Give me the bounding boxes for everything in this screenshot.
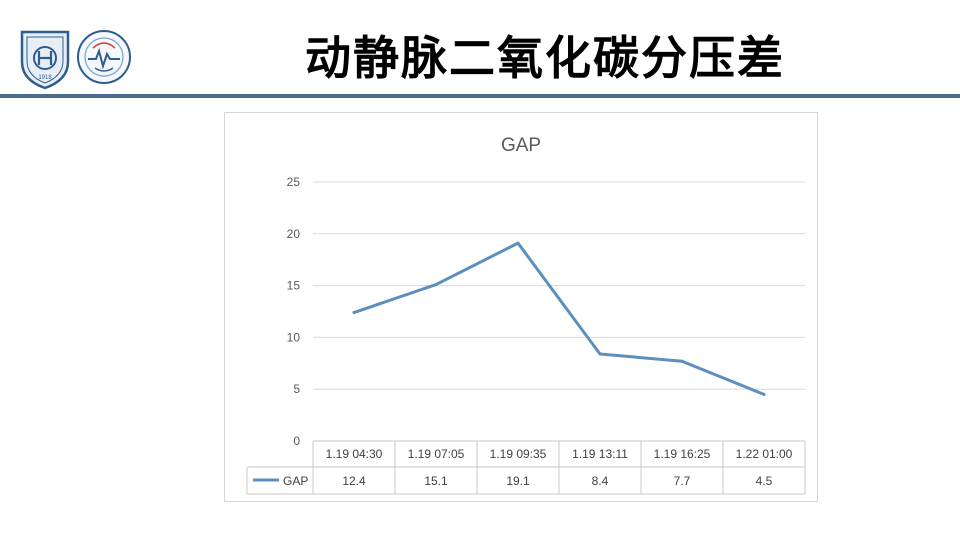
x-category-label: 1.19 09:35	[490, 447, 547, 461]
data-value-label: 15.1	[424, 474, 448, 488]
y-tick-label: 20	[287, 227, 301, 241]
data-point	[680, 359, 684, 363]
chart-title: GAP	[501, 135, 541, 156]
data-point	[352, 311, 356, 315]
slide-title: 动静脉二氧化碳分压差	[305, 31, 785, 85]
data-point	[516, 241, 520, 245]
icu-emblem-icon	[76, 26, 132, 88]
hospital-crest-icon: 1918	[18, 26, 72, 90]
x-category-label: 1.19 13:11	[572, 447, 628, 461]
y-tick-label: 25	[287, 175, 301, 189]
legend-label: GAP	[283, 474, 308, 488]
crest-year: 1918	[38, 75, 52, 81]
y-tick-label: 15	[287, 279, 301, 293]
x-category-label: 1.22 01:00	[736, 447, 793, 461]
x-category-label: 1.19 04:30	[326, 447, 383, 461]
x-category-label: 1.19 07:05	[408, 447, 465, 461]
data-point	[598, 352, 602, 356]
data-point	[762, 392, 766, 396]
data-value-label: 12.4	[342, 474, 366, 488]
title-divider	[0, 94, 960, 98]
data-value-label: 8.4	[592, 474, 609, 488]
data-value-label: 4.5	[756, 474, 773, 488]
data-point	[434, 283, 438, 287]
chart-frame: GAP 0 5 10 15 20 25 1.19 04:30 1.19 07:05 1.19 …	[224, 112, 818, 502]
data-value-label: 19.1	[506, 474, 530, 488]
y-tick-label: 0	[293, 434, 300, 448]
gap-line-chart: GAP 0 5 10 15 20 25 1.19 04:30 1.19 07:05 1.19 …	[246, 135, 806, 495]
x-category-label: 1.19 16:25	[654, 447, 711, 461]
series-line	[352, 241, 766, 396]
data-value-label: 7.7	[674, 474, 691, 488]
y-tick-label: 10	[287, 330, 301, 344]
y-tick-label: 5	[293, 382, 300, 396]
